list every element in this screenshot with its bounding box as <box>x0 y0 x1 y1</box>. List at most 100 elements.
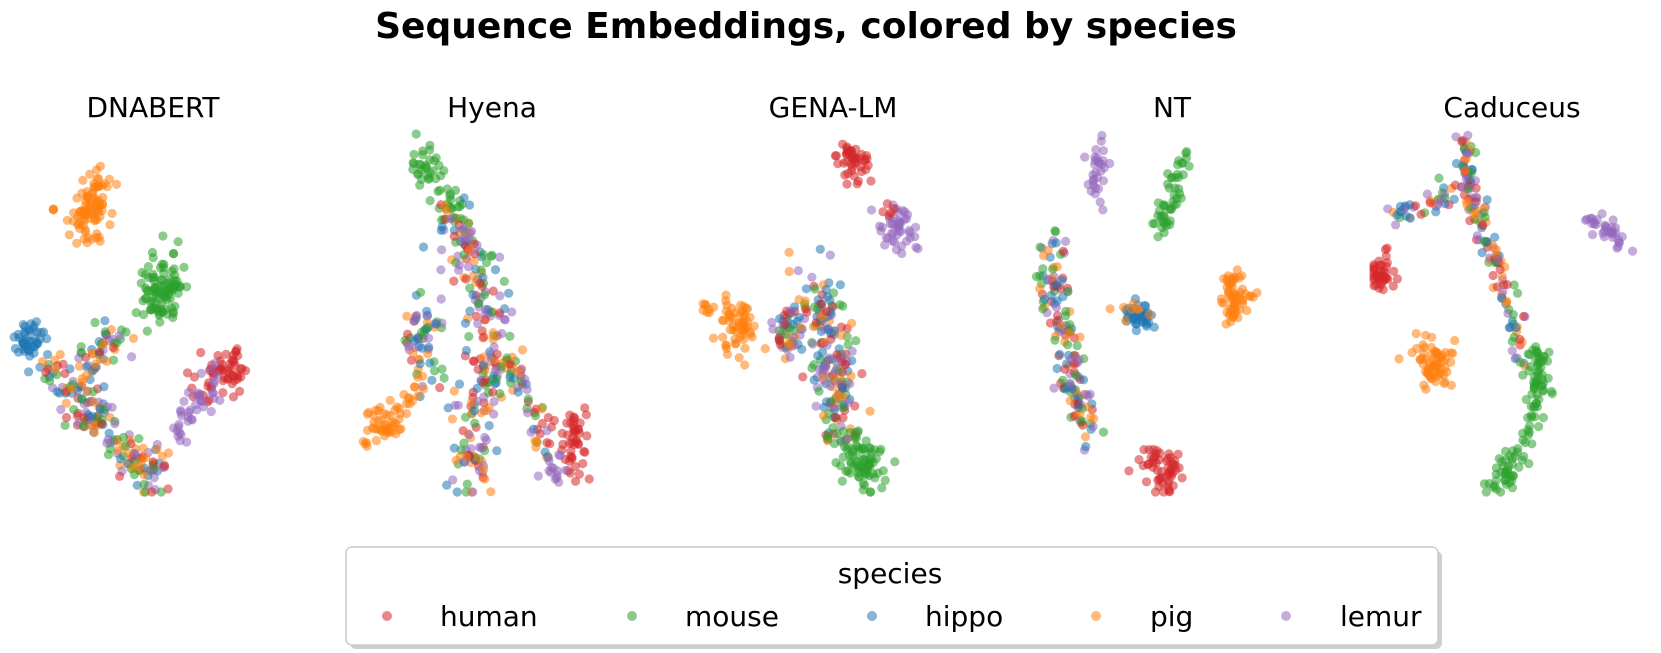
point-mouse <box>143 262 153 272</box>
point-pig <box>72 238 82 248</box>
point-lemur <box>453 400 463 410</box>
point-lemur <box>847 346 857 356</box>
point-mouse <box>837 476 847 486</box>
point-lemur <box>767 317 777 327</box>
point-mouse <box>1050 335 1060 345</box>
point-lemur <box>174 419 184 429</box>
point-lemur <box>448 475 458 485</box>
point-mouse <box>462 479 472 489</box>
point-pig <box>1227 278 1237 288</box>
point-hippo <box>809 375 819 385</box>
point-human <box>1164 484 1174 494</box>
point-hippo <box>431 319 441 329</box>
point-human <box>1152 446 1162 456</box>
point-pig <box>440 201 450 211</box>
point-hippo <box>1431 207 1441 217</box>
legend-box <box>345 546 1439 646</box>
point-human <box>235 386 245 396</box>
point-lemur <box>1391 220 1401 230</box>
point-human <box>435 383 445 393</box>
point-human <box>230 360 240 370</box>
point-mouse <box>890 457 900 467</box>
point-lemur <box>175 436 185 446</box>
point-human <box>1515 334 1525 344</box>
point-pig <box>451 455 461 465</box>
point-mouse <box>137 267 147 278</box>
point-human <box>1488 270 1498 281</box>
point-lemur <box>437 245 447 255</box>
point-hippo <box>490 265 501 275</box>
point-mouse <box>464 331 474 342</box>
point-pig <box>1057 320 1067 330</box>
point-lemur <box>1422 189 1432 199</box>
point-human <box>1416 209 1426 219</box>
point-mouse <box>459 438 469 448</box>
point-pig <box>92 174 102 184</box>
point-mouse <box>1534 422 1544 432</box>
point-lemur <box>1097 130 1107 141</box>
point-pig <box>1430 346 1440 356</box>
point-mouse <box>495 389 505 399</box>
point-lemur <box>768 324 778 334</box>
point-pig <box>735 309 745 319</box>
point-mouse <box>852 442 863 452</box>
point-mouse <box>1058 375 1068 385</box>
point-human <box>857 369 867 379</box>
point-pig <box>1497 271 1507 281</box>
point-hippo <box>425 358 435 368</box>
point-hippo <box>454 379 465 389</box>
point-lemur <box>1469 200 1480 210</box>
point-hippo <box>43 349 53 360</box>
point-mouse <box>499 276 509 286</box>
point-pig <box>479 464 489 474</box>
point-mouse <box>121 327 131 337</box>
point-hippo <box>415 359 425 369</box>
point-pig <box>1226 307 1236 317</box>
point-pig <box>784 247 794 257</box>
point-human <box>856 162 866 172</box>
point-pig <box>461 452 471 462</box>
point-pig <box>447 414 457 424</box>
legend-marker-human <box>382 611 392 621</box>
point-hippo <box>504 288 514 298</box>
point-human <box>475 278 485 288</box>
point-mouse <box>1520 438 1530 448</box>
point-pig <box>90 359 101 369</box>
point-human <box>584 474 594 484</box>
point-lemur <box>877 222 887 232</box>
point-lemur <box>550 474 560 484</box>
legend-marker-pig <box>1091 611 1101 621</box>
point-lemur <box>1091 145 1101 155</box>
point-mouse <box>69 404 79 415</box>
point-mouse <box>1164 183 1174 193</box>
point-hippo <box>132 480 142 490</box>
legend-entries: human mouse hippo pig lemur <box>382 600 1422 633</box>
point-mouse <box>134 434 144 444</box>
point-mouse <box>103 450 114 460</box>
panel-title: GENA-LM <box>769 91 898 124</box>
point-pig <box>97 180 107 190</box>
point-human <box>542 438 552 448</box>
point-pig <box>1039 251 1049 261</box>
point-human <box>232 344 242 354</box>
point-mouse <box>164 274 174 284</box>
point-human <box>1369 261 1379 272</box>
point-hippo <box>1490 232 1500 242</box>
point-pig <box>362 409 372 419</box>
point-mouse <box>1517 455 1527 465</box>
point-lemur <box>183 412 193 422</box>
point-human <box>108 342 118 353</box>
point-lemur <box>793 266 803 276</box>
point-mouse <box>1521 394 1531 405</box>
point-lemur <box>205 364 216 374</box>
point-lemur <box>1051 302 1061 312</box>
point-hippo <box>469 406 479 416</box>
point-pig <box>1216 294 1226 304</box>
point-mouse <box>1507 336 1517 347</box>
point-hippo <box>1046 290 1056 300</box>
point-human <box>115 471 125 481</box>
point-hippo <box>1511 323 1521 333</box>
point-lemur <box>866 205 877 215</box>
panel-nt: NT <box>1031 91 1262 497</box>
point-human <box>495 308 505 318</box>
